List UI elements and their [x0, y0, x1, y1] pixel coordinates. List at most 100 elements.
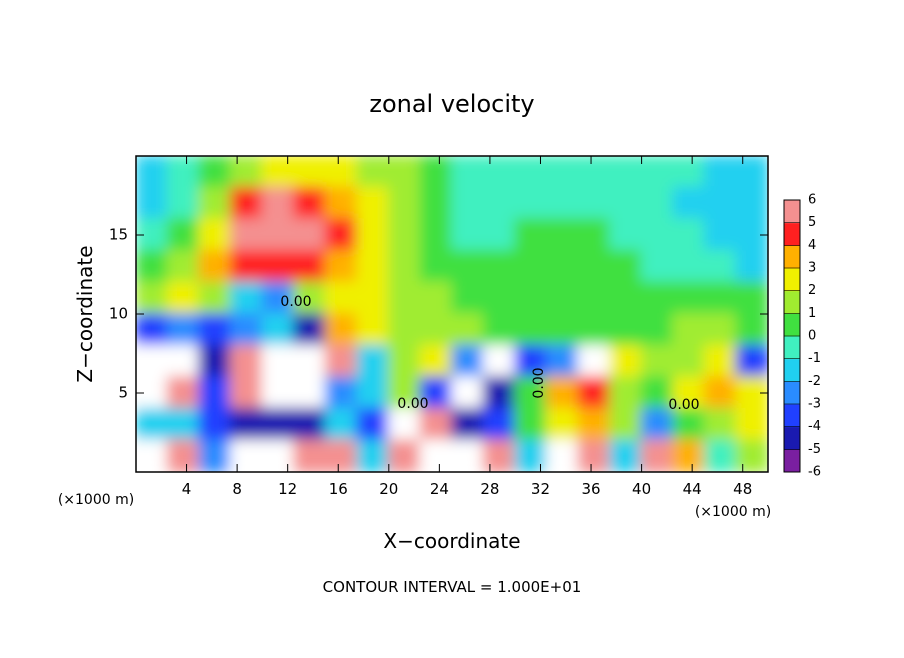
field-cell: [482, 249, 517, 284]
field-cell: [166, 376, 201, 410]
field-cell: [577, 439, 611, 472]
field-cell: [451, 439, 485, 472]
colorbar-swatch: [784, 336, 800, 360]
colorbar-tick-label: 1: [808, 306, 816, 321]
field-cell: [451, 186, 485, 221]
field-cell: [387, 313, 422, 347]
field-cell: [545, 313, 580, 347]
field-cell: [356, 407, 390, 442]
field-cell: [229, 344, 264, 379]
field-cell: [261, 439, 295, 472]
field-cell: [419, 344, 453, 379]
field-cell: [545, 281, 580, 315]
field-cell: [609, 313, 643, 347]
x-unit-label: (×1000 m): [58, 492, 134, 508]
field-cell: [577, 218, 611, 252]
field-cell: [545, 344, 580, 379]
colorbar-tick-label: -5: [808, 442, 821, 457]
field-cell: [324, 313, 359, 347]
contour-label: 0.00: [531, 367, 547, 398]
field-cell: [514, 313, 548, 347]
field-cell: [609, 218, 643, 252]
field-cell: [609, 439, 643, 472]
field-cell: [136, 344, 169, 379]
field-cell: [136, 407, 169, 442]
field-cell: [387, 407, 422, 442]
field-cell: [514, 407, 548, 442]
y-axis-label: Z−coordinate: [73, 245, 97, 382]
field-cell: [609, 376, 643, 410]
field-cell: [356, 281, 390, 315]
field-cell: [166, 281, 201, 315]
x-tick-label: 12: [278, 480, 297, 498]
colorbar-swatch: [784, 404, 800, 428]
field-cell: [198, 313, 232, 347]
field-cell: [198, 376, 232, 410]
field-cell: [166, 186, 201, 221]
field-cell: [703, 218, 738, 252]
field-cell: [229, 439, 264, 472]
field-cell: [482, 344, 517, 379]
field-cell: [166, 344, 201, 379]
field-cell: [229, 376, 264, 410]
field-cell: [451, 376, 485, 410]
field-cell: [640, 218, 675, 252]
field-cell: [640, 249, 675, 284]
field-cell: [293, 439, 327, 472]
field-cell: [166, 156, 201, 189]
field-cell: [545, 186, 580, 221]
colorbar-swatch: [784, 268, 800, 292]
colorbar-swatch: [784, 381, 800, 405]
x-tick-label: 16: [329, 480, 348, 498]
field-cell: [451, 313, 485, 347]
x-tick-label: 32: [531, 480, 550, 498]
overlay: 0.000.00 0.000.004 8 12 16 20 24 28 32 36 40 44 4851…: [109, 155, 821, 498]
contour-label: 0.00: [668, 397, 699, 413]
field-cell: [640, 281, 675, 315]
field-cell: [545, 407, 580, 442]
colorbar-tick-label: -3: [808, 397, 821, 412]
field-cell: [514, 156, 548, 189]
field-cell: [577, 313, 611, 347]
field-cell: [703, 281, 738, 315]
field-cell: [356, 344, 390, 379]
field-cell: [482, 376, 517, 410]
field-cell: [387, 186, 422, 221]
field-cell: [672, 313, 706, 347]
field-cell: [229, 313, 264, 347]
field-cell: [293, 344, 327, 379]
field-cell: [419, 218, 453, 252]
field-cell: [166, 407, 201, 442]
field-cell: [640, 156, 675, 189]
field-cell: [451, 344, 485, 379]
colorbar-tick-label: -1: [808, 351, 821, 366]
field-cell: [609, 344, 643, 379]
field-cell: [387, 344, 422, 379]
field-cell: [356, 218, 390, 252]
field-cell: [261, 376, 295, 410]
colorbar-tick-label: 4: [808, 238, 816, 253]
field-cell: [324, 156, 359, 189]
field-cell: [672, 186, 706, 221]
field-cell: [293, 186, 327, 221]
field-cell: [577, 344, 611, 379]
field-cell: [293, 156, 327, 189]
colorbar-swatch: [784, 290, 800, 314]
colorbar-swatch: [784, 358, 800, 382]
field-cell: [577, 249, 611, 284]
field-cell: [672, 407, 706, 442]
field-cell: [545, 218, 580, 252]
field-cell: [324, 218, 359, 252]
field-cell: [451, 281, 485, 315]
field-cell: [672, 439, 706, 472]
field-cell: [703, 313, 738, 347]
colorbar-tick-label: -2: [808, 374, 821, 389]
field-cell: [293, 407, 327, 442]
field-cell: [198, 344, 232, 379]
field-cell: [387, 439, 422, 472]
field-cell: [166, 249, 201, 284]
field-cell: [640, 439, 675, 472]
colorbar-tick-label: 0: [808, 329, 816, 344]
field-cell: [482, 281, 517, 315]
field-cell: [166, 218, 201, 252]
